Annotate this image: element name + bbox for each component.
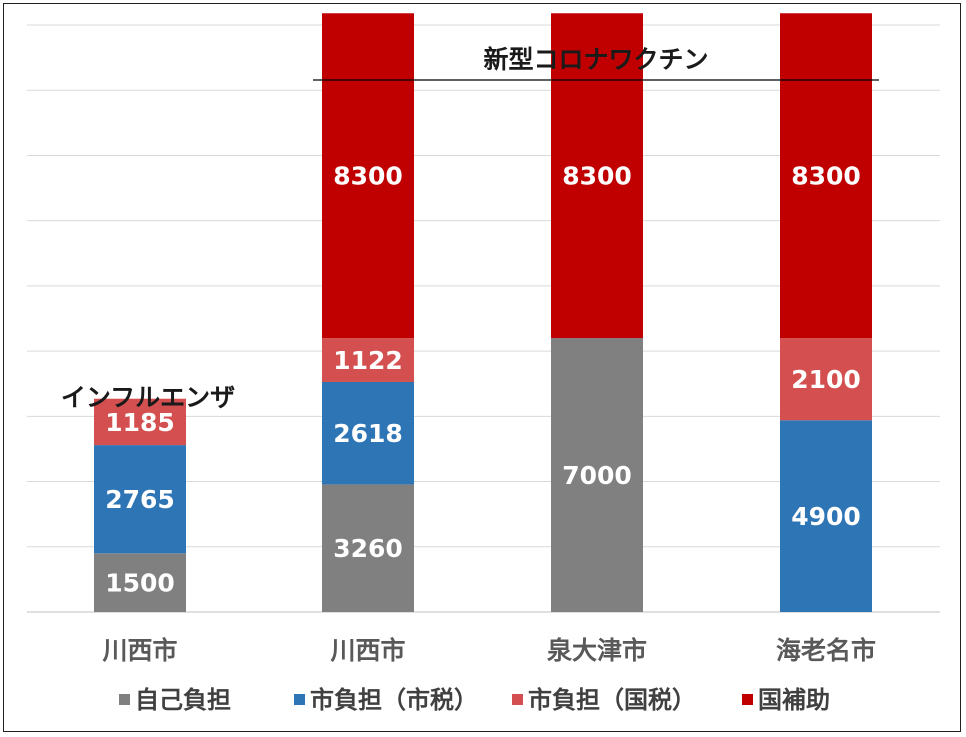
bar-segment bbox=[780, 420, 872, 612]
data-label: 8300 bbox=[791, 162, 861, 191]
bar-segment bbox=[551, 338, 643, 612]
influenza-group-label: インフルエンザ bbox=[61, 383, 235, 412]
bar-segment bbox=[94, 553, 186, 612]
legend-label: 国補助 bbox=[758, 686, 830, 714]
data-label: 8300 bbox=[562, 162, 632, 191]
legend-swatch bbox=[512, 694, 523, 705]
x-tick-label: 海老名市 bbox=[776, 636, 876, 665]
bar-segment bbox=[551, 13, 643, 339]
data-label: 2765 bbox=[105, 485, 175, 514]
data-label: 7000 bbox=[562, 461, 632, 490]
bar-segment bbox=[322, 381, 414, 485]
x-tick-label: 川西市 bbox=[102, 636, 177, 665]
x-tick-label: 泉大津市 bbox=[547, 636, 647, 665]
data-label: 2100 bbox=[791, 365, 861, 394]
legend: 自己負担 市負担（市税） 市負担（国税） 国補助 bbox=[119, 686, 830, 714]
x-tick-label: 川西市 bbox=[330, 636, 405, 665]
legend-label: 自己負担 bbox=[135, 686, 231, 714]
data-label: 8300 bbox=[333, 162, 403, 191]
bar-segment bbox=[322, 484, 414, 612]
covid-vaccine-group-label: 新型コロナワクチン bbox=[483, 45, 708, 74]
legend-label: 市負担（市税） bbox=[310, 686, 478, 714]
data-label: 3260 bbox=[333, 534, 403, 563]
bar-segment bbox=[94, 398, 186, 446]
data-label: 4900 bbox=[791, 502, 861, 531]
data-label: 1122 bbox=[333, 346, 403, 375]
bar-segment bbox=[780, 338, 872, 421]
legend-swatch bbox=[742, 694, 753, 705]
data-label: 1500 bbox=[105, 569, 175, 598]
legend-swatch bbox=[119, 694, 130, 705]
x-axis-labels: 川西市 川西市 泉大津市 海老名市 bbox=[102, 636, 876, 665]
bar-segment bbox=[780, 13, 872, 339]
bar-segment bbox=[94, 445, 186, 554]
bar-labels: 1500 2765 1185 3260 2618 1122 8300 7000 8300 4900… bbox=[105, 162, 861, 598]
legend-swatch bbox=[294, 694, 305, 705]
data-label: 2618 bbox=[333, 419, 403, 448]
bar-segment bbox=[322, 338, 414, 382]
data-label: 1185 bbox=[105, 408, 175, 437]
bar-segment bbox=[322, 13, 414, 339]
bars bbox=[94, 13, 872, 612]
legend-label: 市負担（国税） bbox=[528, 686, 696, 714]
